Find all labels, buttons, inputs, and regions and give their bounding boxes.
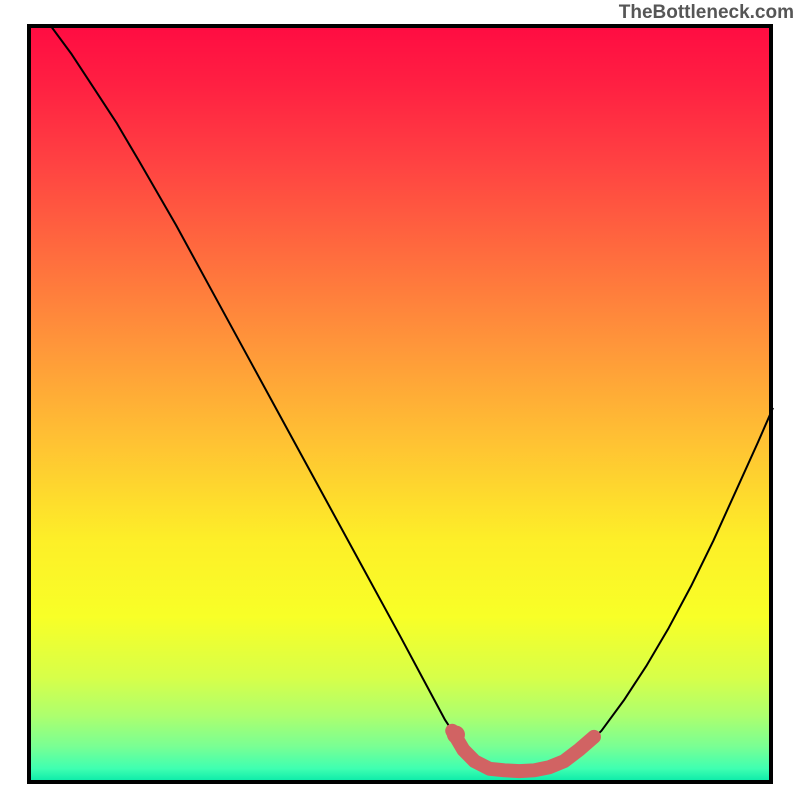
chart-area — [0, 24, 800, 800]
watermark-text: TheBottleneck.com — [0, 0, 800, 24]
chart-svg — [0, 24, 800, 800]
marker-highlight-dot — [447, 726, 465, 744]
chart-container: TheBottleneck.com — [0, 0, 800, 800]
plot-background — [27, 24, 773, 784]
